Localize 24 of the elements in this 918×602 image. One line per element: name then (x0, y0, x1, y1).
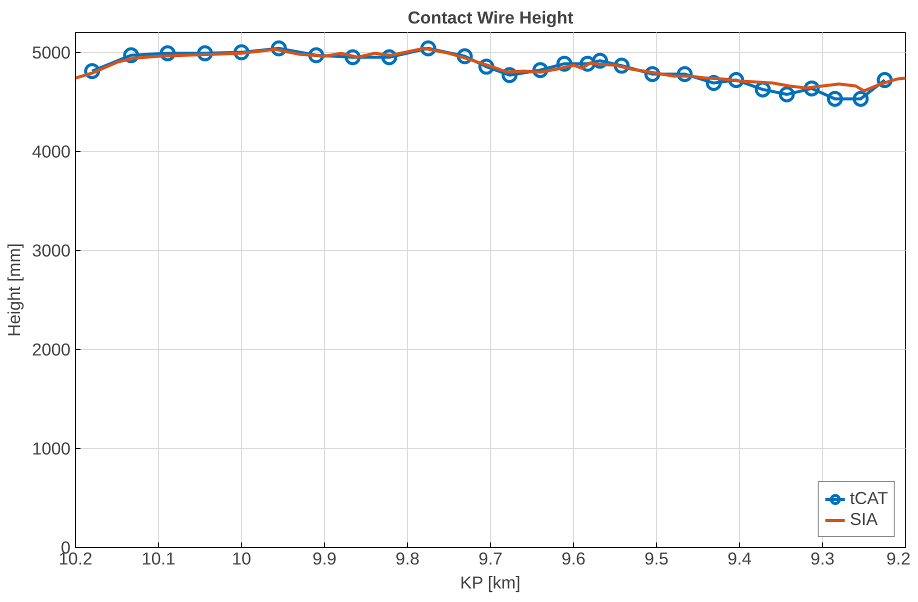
y-tick-label: 3000 (32, 240, 71, 260)
y-axis-title: Height [mm] (4, 243, 24, 337)
x-tick-label: 9.6 (561, 548, 586, 568)
y-tick-label: 4000 (32, 141, 71, 162)
x-tick-label: 9.8 (395, 548, 420, 568)
point (852, 90, 869, 107)
x-tick-label: 9.3 (810, 548, 835, 568)
x-tick-label: 9.9 (312, 548, 337, 568)
legend-label: SIA (850, 509, 878, 530)
legend-label: tCAT (850, 488, 888, 509)
y-tick-label: 5000 (32, 42, 71, 62)
point (778, 86, 795, 102)
chart-title: Contact Wire Height (408, 8, 574, 28)
x-tick-label: 10 (232, 548, 252, 568)
y-tick-label: 2000 (32, 339, 71, 360)
x-tick-label: 9.5 (644, 548, 669, 568)
line-series (76, 46, 906, 92)
point (826, 90, 843, 107)
x-tick-label: 9.7 (478, 548, 503, 568)
x-tick-label: 9.4 (727, 548, 752, 568)
x-tick-label: 9.2 (886, 548, 911, 568)
x-axis-title: KP [km] (460, 572, 521, 592)
y-tick-label: 1000 (32, 438, 71, 458)
x-tick-label: 10.1 (142, 548, 176, 568)
